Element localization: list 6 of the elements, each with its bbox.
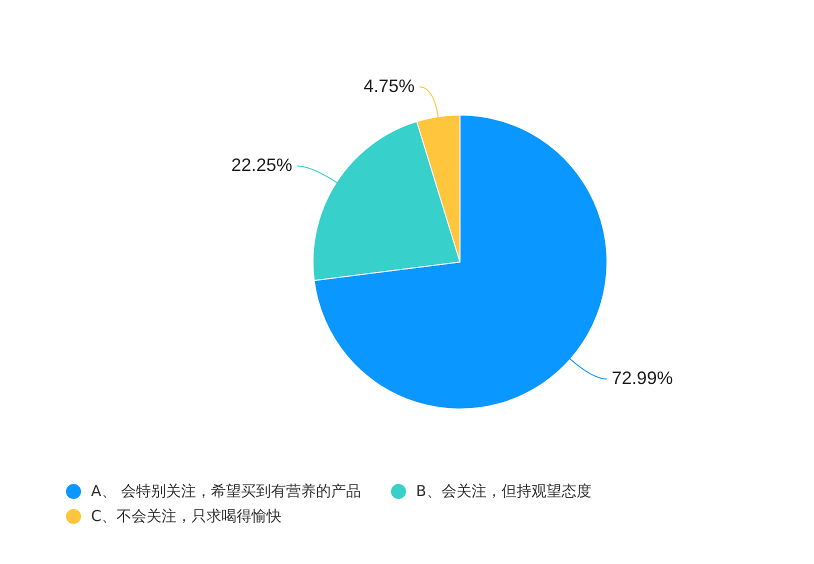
data-label: 72.99% — [612, 368, 673, 388]
data-label: 4.75% — [364, 76, 415, 96]
legend-label: A、 会特别关注，希望买到有营养的产品 — [91, 482, 362, 501]
legend-label: B、会关注，但持观望态度 — [416, 482, 592, 501]
data-label: 22.25% — [231, 154, 292, 175]
legend-label: C、不会关注，只求喝得愉快 — [91, 507, 282, 526]
